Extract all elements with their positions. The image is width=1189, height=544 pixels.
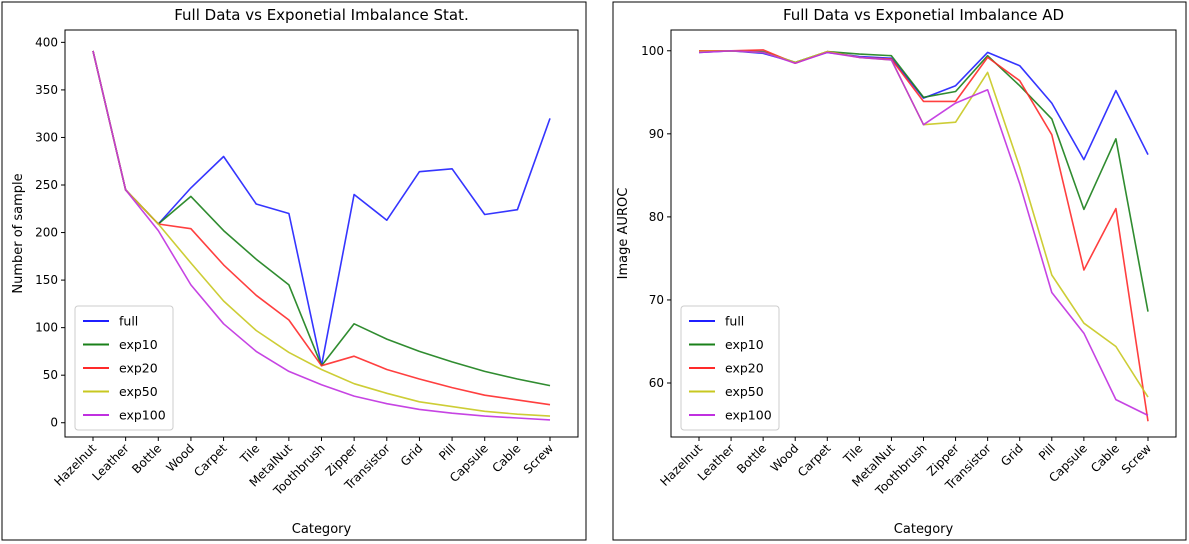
series-line-exp100	[92, 50, 551, 421]
legend-entry: exp10	[119, 337, 158, 352]
legend-entry: exp100	[725, 408, 772, 423]
legend-entry: exp50	[725, 384, 764, 399]
figure-frame	[612, 1, 1187, 541]
figure-frame	[1, 1, 587, 541]
y-tick-label: 250	[35, 178, 58, 192]
series-line-exp20	[699, 49, 1149, 422]
x-tick-label: Hazelnut	[658, 441, 706, 489]
x-tick-label: Hazelnut	[52, 441, 100, 489]
x-tick-label: Carpet	[795, 441, 834, 480]
x-tick-label: Grid	[398, 441, 426, 469]
chart-title: Full Data vs Exponetial Imbalance AD	[783, 6, 1064, 24]
legend	[74, 305, 174, 431]
y-tick-label: 150	[35, 273, 58, 287]
x-tick-label: Tile	[840, 441, 865, 466]
legend-entry: full	[725, 314, 744, 329]
x-tick-label: Cable	[489, 441, 523, 475]
x-tick-label: Bottle	[129, 441, 164, 476]
y-tick-label: 350	[35, 83, 58, 97]
legend-entry: exp20	[725, 361, 764, 376]
x-tick-label: Pill	[436, 441, 458, 463]
y-tick-label: 50	[43, 368, 58, 382]
x-tick-label: Screw	[521, 441, 557, 477]
y-tick-label: 100	[35, 321, 58, 335]
legend-entry: exp20	[119, 361, 158, 376]
y-tick-label: 0	[50, 416, 58, 430]
chart-2: Full Data vs Exponetial Imbalance AD 60 70…	[612, 1, 1187, 541]
y-axis-label: Number of sample	[11, 173, 26, 293]
x-tick-label: Carpet	[191, 441, 230, 480]
y-tick-label: 80	[649, 210, 664, 224]
series-line-exp100	[698, 49, 1149, 417]
x-tick-label: Pill	[1036, 441, 1058, 463]
chart-1: Full Data vs Exponetial Imbalance Stat. 0…	[1, 1, 587, 541]
series-line-exp50	[92, 50, 551, 417]
x-tick-label: Bottle	[734, 441, 769, 476]
x-tick-label: Screw	[1119, 441, 1155, 477]
x-tick-label: Cable	[1088, 441, 1122, 475]
x-tick-label: Leather	[89, 441, 131, 483]
legend-entry: exp10	[725, 337, 764, 352]
y-tick-label: 200	[35, 226, 58, 240]
y-tick-label: 400	[35, 35, 58, 49]
y-tick-label: 70	[649, 293, 664, 307]
y-tick-label: 300	[35, 130, 58, 144]
y-tick-label: 100	[641, 44, 664, 58]
legend	[680, 305, 780, 431]
x-axis-label: Category	[292, 522, 352, 537]
legend-entry: full	[119, 314, 138, 329]
series-line-exp20	[92, 50, 551, 406]
legend-entry: exp50	[119, 384, 158, 399]
x-tick-label: Grid	[998, 441, 1026, 469]
y-axis-label: Image AUROC	[616, 188, 631, 280]
legend-entry: exp100	[119, 408, 166, 423]
x-axis-label: Category	[894, 522, 954, 537]
x-tick-label: Tile	[237, 441, 262, 466]
chart-title: Full Data vs Exponetial Imbalance Stat.	[174, 6, 469, 24]
y-tick-label: 90	[649, 127, 664, 141]
y-tick-label: 60	[649, 376, 664, 390]
